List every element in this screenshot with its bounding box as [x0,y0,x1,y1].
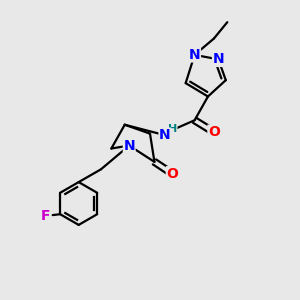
Text: O: O [167,167,178,181]
Text: F: F [40,209,50,223]
Text: H: H [168,124,177,134]
Text: N: N [189,48,200,62]
Text: O: O [208,125,220,139]
Text: N: N [212,52,224,66]
Text: N: N [123,139,135,152]
Text: N: N [159,128,171,142]
